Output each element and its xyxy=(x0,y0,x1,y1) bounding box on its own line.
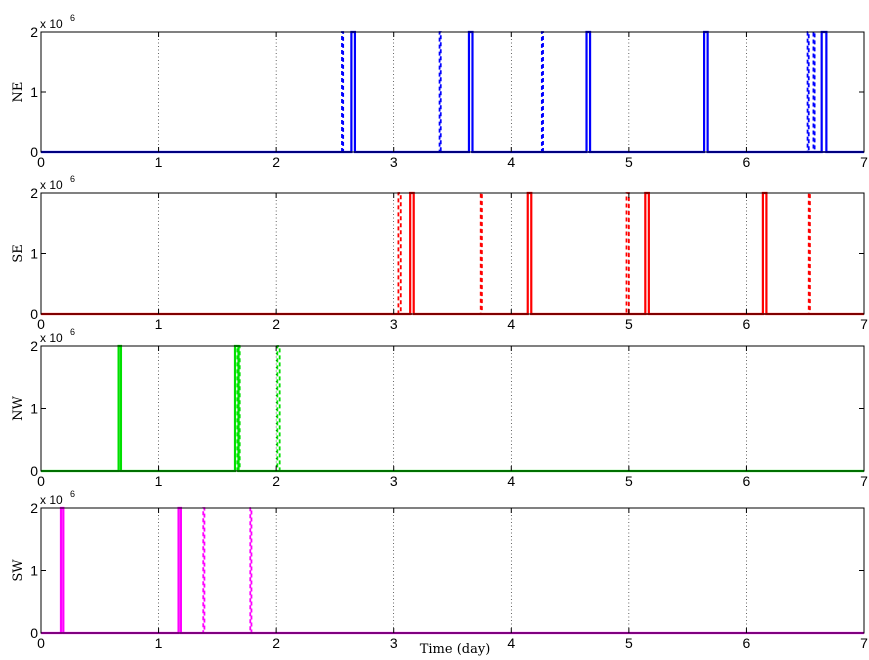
y-exponent-label: x 10 xyxy=(40,178,63,192)
x-tick-label: 0 xyxy=(37,473,45,489)
y-axis-label-nw: NW xyxy=(11,396,26,421)
x-tick-label: 6 xyxy=(743,154,751,170)
x-tick-label: 6 xyxy=(743,473,751,489)
y-exponent-power: 6 xyxy=(70,13,75,23)
plot-area-nw xyxy=(41,346,864,471)
y-tick-label: 1 xyxy=(30,246,38,262)
x-tick-label: 1 xyxy=(155,473,163,489)
x-tick-label: 5 xyxy=(625,473,633,489)
x-tick-label: 5 xyxy=(625,316,633,332)
x-tick-label: 7 xyxy=(860,316,868,332)
x-tick-label: 3 xyxy=(390,316,398,332)
y-exponent-label: x 10 xyxy=(40,17,63,31)
y-tick-label: 2 xyxy=(30,24,38,40)
y-axis-label-ne: NE xyxy=(11,82,26,103)
y-exponent-label: x 10 xyxy=(40,331,63,345)
y-tick-label: 1 xyxy=(30,84,38,100)
x-tick-label: 7 xyxy=(860,635,868,651)
x-tick-label: 5 xyxy=(625,635,633,651)
y-tick-label: 1 xyxy=(30,563,38,579)
y-exponent-power: 6 xyxy=(70,489,75,499)
y-exponent-label: x 10 xyxy=(40,493,63,507)
x-tick-label: 2 xyxy=(272,473,280,489)
x-tick-label: 6 xyxy=(743,316,751,332)
x-tick-label: 0 xyxy=(37,635,45,651)
y-tick-label: 1 xyxy=(30,401,38,417)
y-tick-label: 0 xyxy=(30,463,38,479)
y-exponent-power: 6 xyxy=(70,327,75,337)
x-tick-label: 2 xyxy=(272,154,280,170)
x-tick-label: 3 xyxy=(390,635,398,651)
y-tick-label: 2 xyxy=(30,185,38,201)
x-tick-label: 0 xyxy=(37,154,45,170)
x-tick-label: 4 xyxy=(507,635,515,651)
y-tick-label: 2 xyxy=(30,500,38,516)
x-tick-label: 2 xyxy=(272,316,280,332)
y-tick-label: 0 xyxy=(30,625,38,641)
y-exponent-power: 6 xyxy=(70,174,75,184)
x-tick-label: 4 xyxy=(507,154,515,170)
plot-area-sw xyxy=(41,508,864,633)
x-tick-label: 5 xyxy=(625,154,633,170)
y-axis-label-sw: SW xyxy=(11,559,26,582)
x-tick-label: 4 xyxy=(507,473,515,489)
x-tick-label: 7 xyxy=(860,473,868,489)
x-tick-label: 6 xyxy=(743,635,751,651)
x-tick-label: 2 xyxy=(272,635,280,651)
y-axis-label-se: SE xyxy=(11,244,26,262)
x-tick-label: 4 xyxy=(507,316,515,332)
y-tick-label: 2 xyxy=(30,338,38,354)
y-tick-label: 0 xyxy=(30,144,38,160)
plot-area-ne xyxy=(41,32,864,152)
plot-area-se xyxy=(41,193,864,314)
x-tick-label: 7 xyxy=(860,154,868,170)
x-tick-label: 1 xyxy=(155,154,163,170)
x-tick-label: 3 xyxy=(390,154,398,170)
x-tick-label: 3 xyxy=(390,473,398,489)
x-axis-label: Time (day) xyxy=(420,642,491,657)
y-tick-label: 0 xyxy=(30,306,38,322)
x-tick-label: 1 xyxy=(155,316,163,332)
x-tick-label: 1 xyxy=(155,635,163,651)
x-tick-label: 0 xyxy=(37,316,45,332)
